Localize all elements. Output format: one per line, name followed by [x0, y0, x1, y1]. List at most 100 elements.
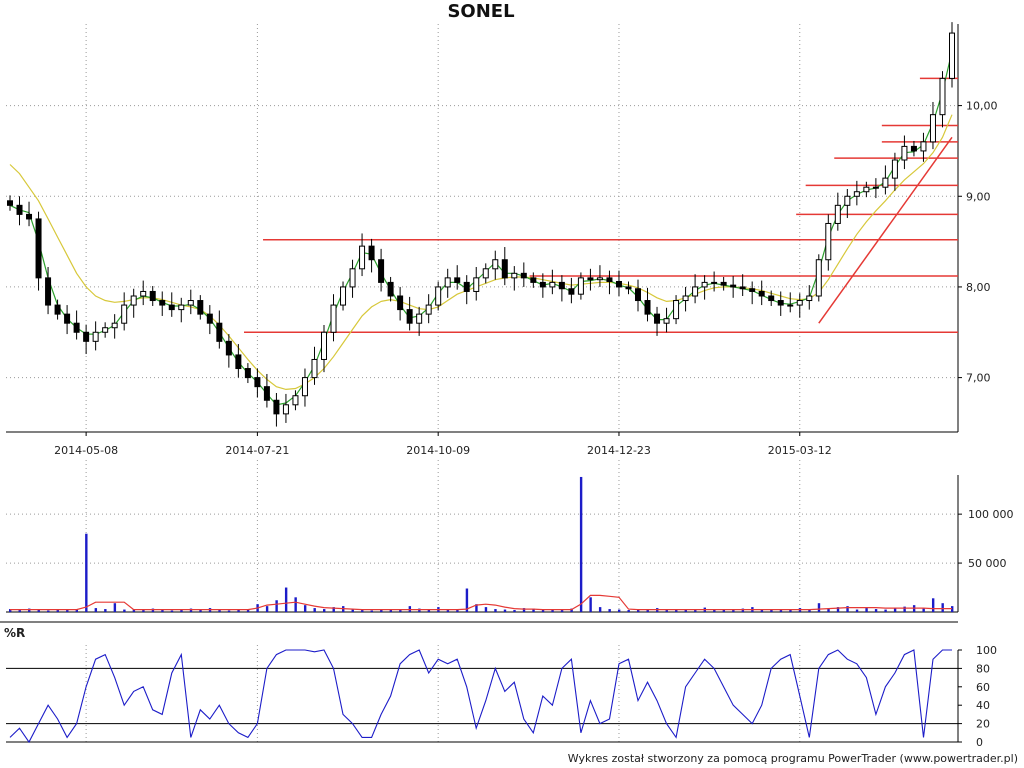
- williams-y-tick-label: 60: [976, 681, 990, 694]
- volume-bar: [237, 609, 240, 612]
- candle-body: [891, 159, 898, 179]
- candle-body: [292, 395, 299, 406]
- volume-bar: [227, 610, 231, 612]
- volume-bar: [246, 609, 250, 612]
- ma-short-line: [9, 51, 953, 406]
- williams-y-tick-label: 40: [976, 699, 990, 712]
- volume-bar: [123, 609, 126, 612]
- candle-body: [216, 322, 223, 342]
- candle-body: [45, 277, 52, 306]
- candle-body: [463, 281, 470, 292]
- candle-body: [939, 77, 946, 116]
- volume-bar: [294, 597, 297, 612]
- candle-body: [501, 259, 508, 279]
- candle-body: [806, 295, 813, 302]
- candle-body: [606, 277, 613, 282]
- candle-body: [301, 377, 308, 397]
- volume-bar: [475, 604, 478, 612]
- candle-body: [739, 286, 746, 290]
- volume-bar: [922, 608, 925, 612]
- williams-y-tick-label: 80: [976, 662, 990, 675]
- candle-body: [235, 354, 242, 370]
- candle-body: [749, 288, 756, 292]
- candle-body: [692, 286, 699, 297]
- candle-body: [406, 309, 413, 324]
- volume-bar: [884, 609, 887, 612]
- price-y-tick-label: 9,00: [966, 190, 991, 203]
- volume-bar: [855, 609, 859, 612]
- candle-body: [64, 313, 71, 324]
- volume-bar: [142, 610, 145, 612]
- volume-bar: [608, 609, 611, 612]
- candle-body: [644, 300, 651, 315]
- volume-bar: [789, 609, 792, 612]
- candle-body: [349, 268, 356, 288]
- volume-bar: [275, 600, 278, 612]
- volume-bar: [427, 609, 431, 612]
- candle-body: [711, 281, 718, 284]
- volume-bar: [370, 610, 373, 612]
- candle-body: [872, 186, 879, 189]
- volume-bar: [351, 609, 354, 612]
- date-tick-label: 2014-05-08: [54, 444, 118, 457]
- candle-body: [378, 259, 385, 283]
- candle-body: [530, 277, 537, 283]
- candle-body: [577, 277, 584, 295]
- volume-bar: [579, 476, 583, 612]
- volume-bar: [170, 610, 174, 612]
- candle-body: [482, 268, 489, 279]
- candle-body: [492, 259, 499, 270]
- volume-bar: [323, 609, 326, 612]
- volume-bar: [827, 608, 830, 612]
- volume-bar: [817, 603, 821, 612]
- volume-bar: [218, 610, 221, 612]
- volume-bar: [951, 606, 954, 612]
- candle-body: [815, 259, 822, 297]
- candle-body: [159, 300, 166, 306]
- candle-body: [625, 286, 632, 290]
- candle-body: [178, 304, 185, 311]
- volume-bar: [522, 608, 526, 612]
- volume-average-line: [10, 594, 952, 611]
- candle-body: [444, 277, 451, 288]
- volume-bar: [332, 607, 335, 612]
- candle-body: [511, 272, 518, 279]
- candle-body: [520, 272, 527, 279]
- volume-bar: [465, 588, 469, 612]
- candle-body: [206, 313, 213, 324]
- williams-r-line: [9, 649, 952, 744]
- price-y-tick-label: 8,00: [966, 281, 991, 294]
- volume-y-tick-label: 100 000: [968, 508, 1014, 521]
- volume-bar: [874, 609, 878, 612]
- volume-bar: [161, 609, 164, 612]
- candle-body: [882, 177, 889, 188]
- candle-body: [111, 322, 118, 329]
- williams-y-tick-label: 100: [976, 644, 997, 657]
- candle-body: [244, 368, 251, 379]
- volume-bar: [418, 608, 421, 612]
- volume-bar: [132, 609, 136, 612]
- volume-bar: [541, 609, 545, 612]
- candle-body: [330, 304, 337, 333]
- williams-r-label: %R: [4, 626, 25, 640]
- candle-body: [454, 277, 461, 283]
- volume-bar: [75, 609, 79, 612]
- volume-bar: [779, 610, 783, 612]
- candle-body: [539, 281, 546, 288]
- date-tick-label: 2015-03-12: [768, 444, 832, 457]
- volume-bar: [113, 603, 117, 612]
- candle-body: [834, 204, 841, 224]
- volume-bar: [532, 608, 535, 612]
- volume-bar: [760, 609, 764, 612]
- williams-y-tick-label: 20: [976, 718, 990, 731]
- volume-bar: [265, 606, 269, 612]
- candle-body: [596, 277, 603, 281]
- candle-body: [225, 340, 232, 356]
- volume-bar: [589, 597, 592, 612]
- volume-bar: [180, 610, 183, 612]
- volume-bar: [903, 606, 906, 612]
- volume-bar: [637, 609, 640, 612]
- date-tick-label: 2014-10-09: [406, 444, 470, 457]
- date-tick-label: 2014-07-21: [225, 444, 289, 457]
- candle-body: [35, 218, 42, 279]
